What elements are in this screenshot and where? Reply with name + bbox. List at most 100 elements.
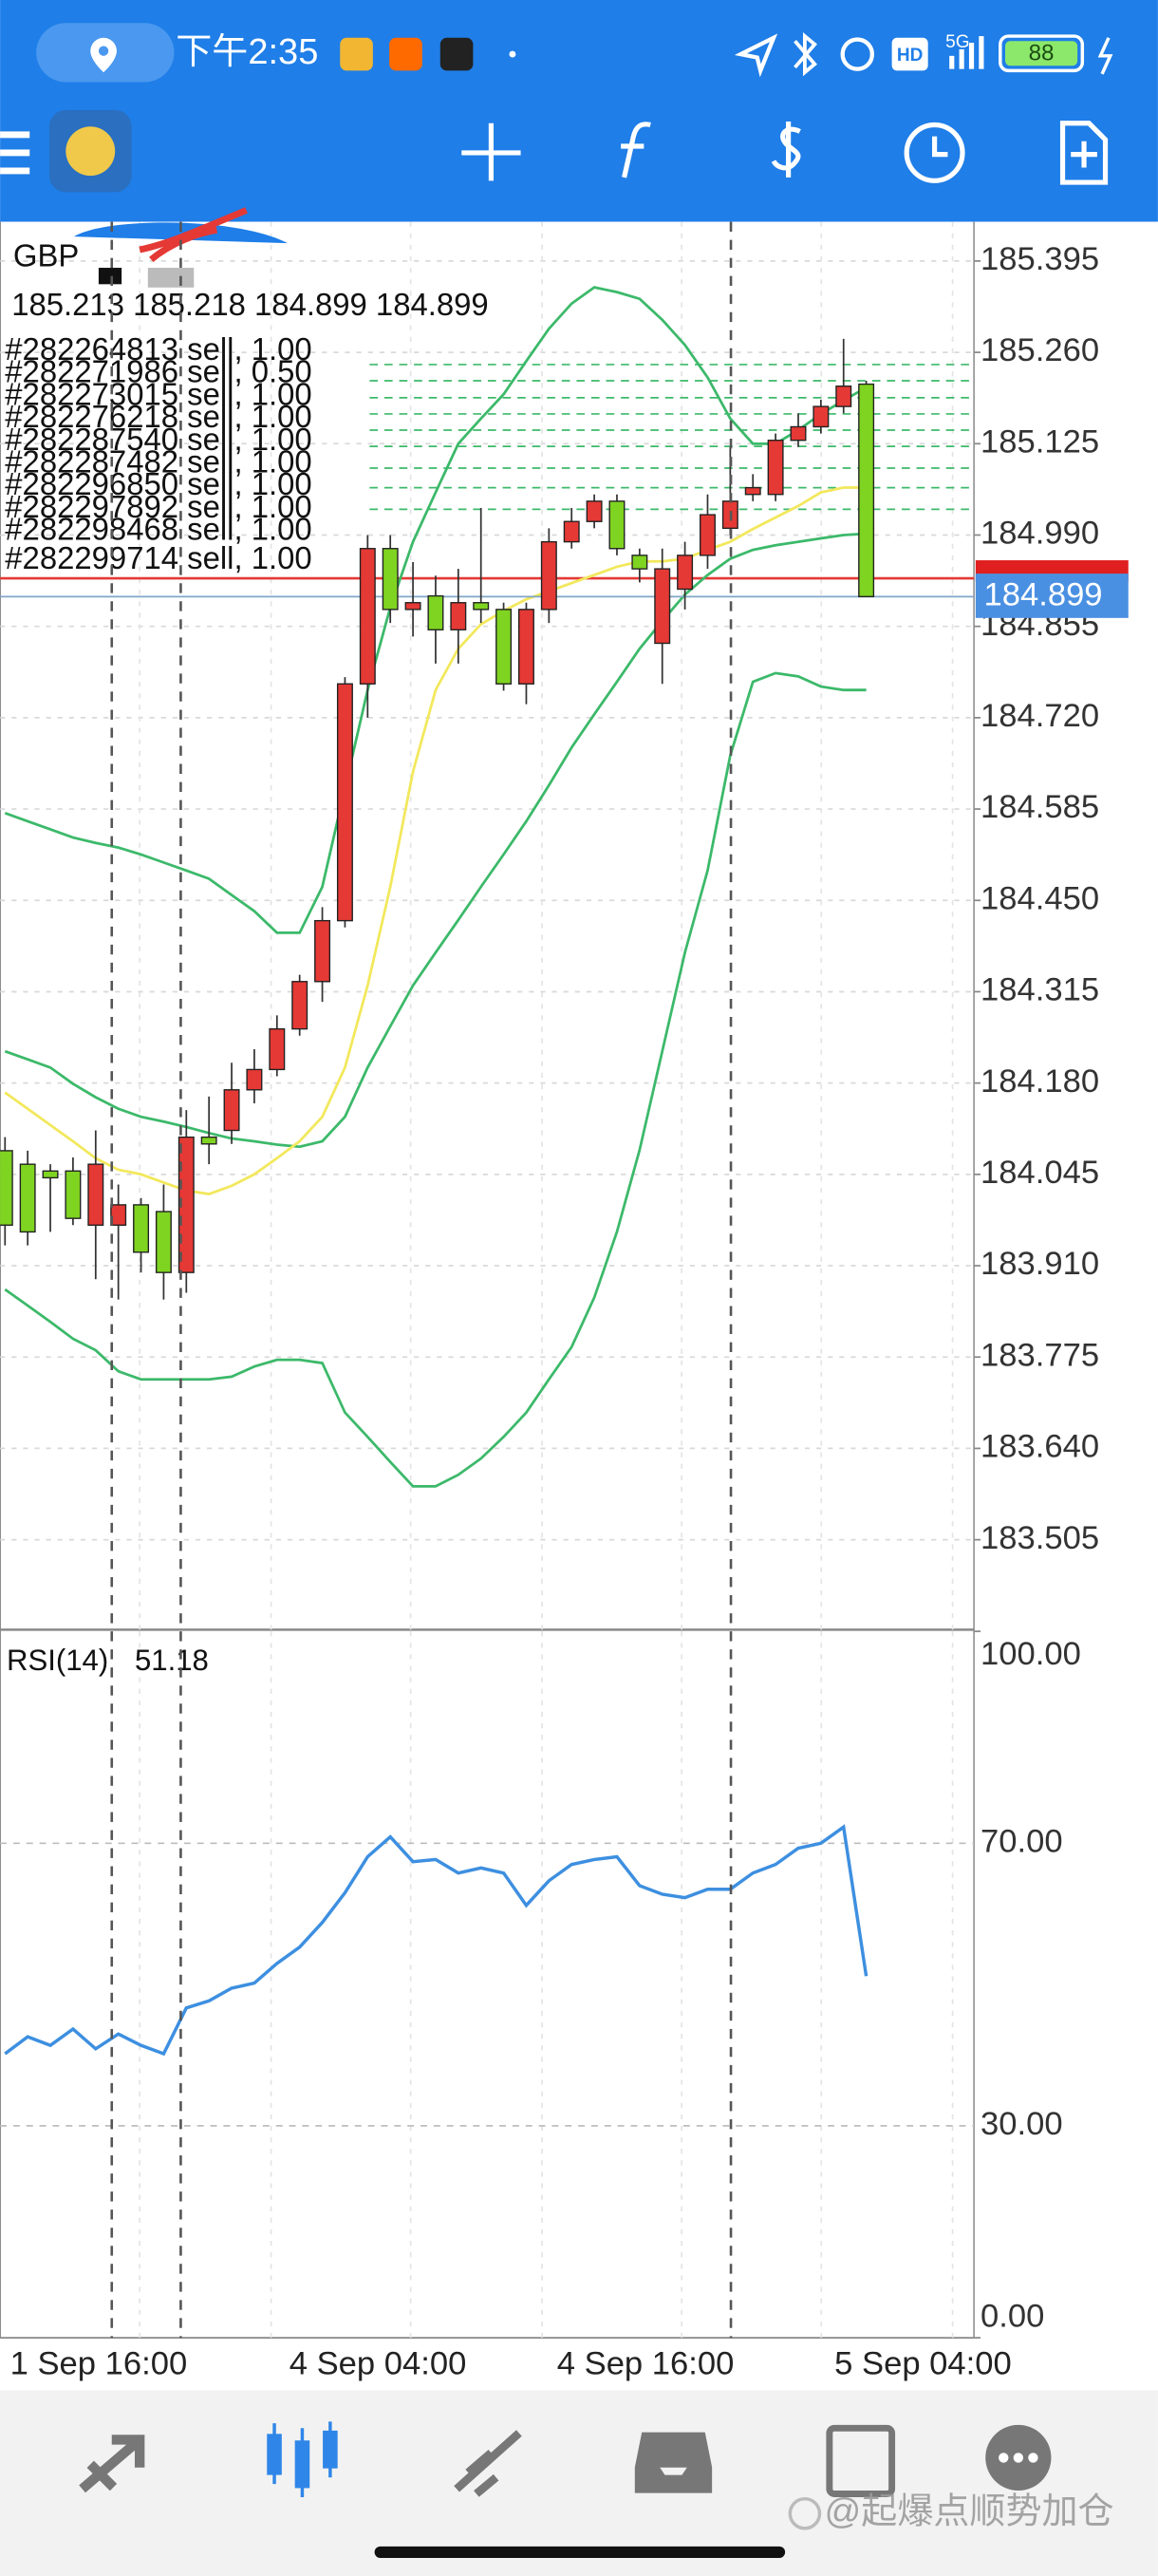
- app-icon: [389, 37, 422, 71]
- rsi-tick-label: 30.00: [981, 2106, 1063, 2142]
- nav-quotes[interactable]: [79, 2435, 145, 2493]
- candle-body: [450, 602, 467, 630]
- order-label: #282271986 sell, 0.50: [5, 354, 311, 389]
- redaction-blob: [73, 222, 288, 244]
- indicators-button[interactable]: [621, 122, 651, 179]
- location-dot: [98, 46, 109, 56]
- rsi-name: RSI(14): [7, 1644, 108, 1677]
- rsi-tick-label: 100.00: [981, 1636, 1081, 1672]
- network-text: 5G: [945, 32, 969, 52]
- candle-body: [359, 548, 376, 685]
- nav-history[interactable]: [634, 2432, 713, 2493]
- x-tick-label: 4 Sep 04:00: [290, 2346, 467, 2382]
- charging-icon: [1097, 37, 1113, 75]
- menu-button[interactable]: [0, 131, 30, 175]
- y-tick-label: 183.910: [981, 1246, 1099, 1282]
- y-tick-label: 184.045: [981, 1155, 1099, 1191]
- candle-body: [677, 555, 694, 591]
- order-label: #282287540 sell, 1.00: [5, 422, 311, 457]
- candle-body: [654, 568, 671, 645]
- candle-body: [699, 514, 716, 556]
- trade-button[interactable]: [771, 122, 801, 178]
- y-tick-label: 185.125: [981, 423, 1099, 460]
- order-label: #282273015 sell, 1.00: [5, 376, 311, 411]
- indicator-line: [4, 671, 867, 1488]
- candle-body: [223, 1089, 240, 1132]
- rsi-value: 51.18: [135, 1644, 209, 1677]
- candle-body: [87, 1163, 104, 1226]
- chart-bg: [0, 221, 1158, 2391]
- crosshair-button[interactable]: [461, 122, 521, 181]
- candle-body: [608, 500, 626, 550]
- candle-body: [42, 1170, 59, 1179]
- battery-fill: [1004, 41, 1078, 66]
- candle-body: [517, 609, 534, 685]
- indicator-line: [4, 486, 867, 1195]
- candle-body: [473, 602, 490, 611]
- menu-line: [0, 167, 30, 175]
- rsi-plot: [0, 1630, 981, 2339]
- x-tick-label: 4 Sep 16:00: [557, 2346, 735, 2382]
- order-label: #282287482 sell, 1.00: [5, 443, 311, 479]
- nav-news[interactable]: [826, 2424, 896, 2497]
- candle-body: [269, 1027, 286, 1071]
- order-label: #282297892 sell, 1.00: [5, 489, 311, 524]
- indicator-line: [4, 286, 868, 934]
- menu-line: [0, 149, 30, 157]
- redaction: [147, 268, 195, 288]
- bottom-nav-bg: [0, 2390, 1158, 2576]
- rsi-line: [4, 1824, 868, 2057]
- app-logo-mark: [65, 126, 116, 177]
- candle-body: [336, 683, 353, 922]
- new-order-button[interactable]: [1059, 121, 1109, 185]
- status-time: 下午2:35: [176, 32, 318, 72]
- y-tick-label: 184.315: [981, 972, 1099, 1008]
- candle-body: [495, 609, 513, 685]
- hd-text: HD: [897, 46, 923, 66]
- candle-body: [382, 548, 399, 611]
- watermark: @起爆点顺势加仓: [825, 2491, 1114, 2531]
- y-tick-label: 185.260: [981, 332, 1099, 368]
- signal-bar: [979, 36, 984, 69]
- candle-body: [586, 500, 603, 522]
- nav-trade[interactable]: [454, 2430, 522, 2497]
- battery-text: 88: [1029, 40, 1055, 66]
- candle-body: [200, 1136, 217, 1145]
- order-label: #282298468 sell, 1.00: [5, 512, 311, 547]
- order-label: #282276218 sell, 1.00: [5, 399, 311, 434]
- candle-body: [744, 486, 761, 496]
- gps-icon: [734, 33, 778, 78]
- bluetooth-icon: [794, 32, 817, 77]
- app-icon: [340, 37, 373, 71]
- current-price-box: [975, 573, 1129, 618]
- candle-body: [314, 919, 331, 983]
- ohlc-line: 185.213 185.218 184.899 184.899: [11, 287, 489, 322]
- price-plot: #282264813 sell, 1.00#282271986 sell, 0.…: [0, 221, 975, 1630]
- candle-body: [835, 385, 852, 407]
- candle-body: [858, 383, 875, 598]
- axes: 185.395185.260185.125184.990184.855184.7…: [10, 241, 1129, 2382]
- indicator-line: [4, 532, 867, 1149]
- signal-bar: [949, 55, 955, 69]
- candle-body: [246, 1068, 263, 1091]
- nav-chart[interactable]: [267, 2421, 338, 2497]
- order-label: #282296850 sell, 1.00: [5, 466, 311, 501]
- candle-body: [404, 602, 421, 611]
- chart-text: GBP 185.213 185.218 184.899 184.899 RSI(…: [7, 207, 489, 1677]
- y-tick-label: 184.450: [981, 880, 1099, 916]
- watermark-logo: [788, 2496, 822, 2530]
- order-label: #282264813 sell, 1.00: [5, 331, 311, 367]
- candle-body: [767, 440, 784, 496]
- y-tick-label: 184.180: [981, 1063, 1099, 1100]
- sync-icon: [840, 37, 875, 71]
- x-tick-label: 5 Sep 04:00: [834, 2346, 1012, 2382]
- header-bg: [0, 0, 1158, 222]
- signal-bar: [959, 48, 964, 69]
- candle-body: [563, 520, 580, 543]
- status-dot: [509, 50, 516, 58]
- order-label: #282299714 sell, 1.00: [5, 540, 311, 575]
- timeframe-button[interactable]: [904, 122, 965, 183]
- candle-body: [631, 555, 648, 570]
